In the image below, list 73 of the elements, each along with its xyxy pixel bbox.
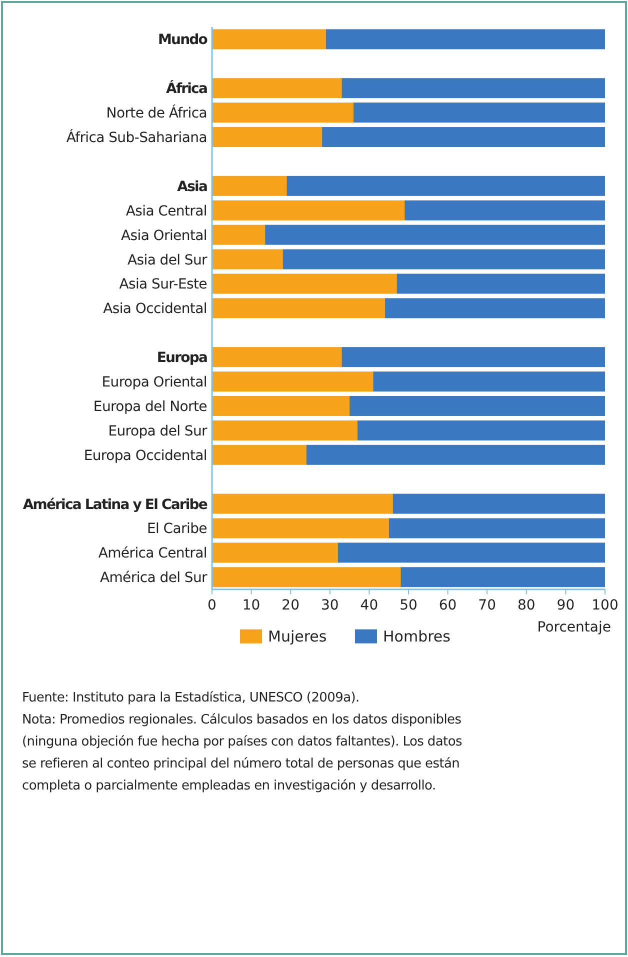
y-tick-label: Europa del Sur bbox=[108, 423, 208, 440]
bar bbox=[212, 274, 397, 294]
y-tick-label: África bbox=[166, 80, 208, 98]
bar bbox=[212, 444, 306, 465]
x-tick-label: 50 bbox=[400, 597, 418, 614]
bar bbox=[357, 420, 605, 440]
y-tick-label: América Central bbox=[98, 546, 207, 562]
bar bbox=[212, 176, 287, 196]
y-tick-label: América Latina y El Caribe bbox=[22, 496, 208, 513]
bar bbox=[212, 542, 338, 563]
bar bbox=[342, 347, 605, 368]
y-tick-label: Asia Sur-Este bbox=[119, 276, 207, 293]
bar bbox=[212, 127, 322, 148]
bar bbox=[306, 444, 605, 465]
bar bbox=[384, 298, 605, 318]
bar bbox=[212, 298, 385, 318]
bar bbox=[212, 224, 266, 245]
x-tick-label: 20 bbox=[282, 597, 300, 614]
x-tick-label: 10 bbox=[242, 597, 260, 614]
x-tick-label: 0 bbox=[208, 597, 216, 614]
x-tick-label: 30 bbox=[320, 597, 339, 614]
bar bbox=[212, 102, 354, 123]
bar bbox=[212, 372, 374, 392]
bar bbox=[326, 29, 605, 50]
bar bbox=[212, 567, 401, 588]
legend-label: Mujeres bbox=[268, 627, 327, 646]
x-tick-label: 100 bbox=[592, 597, 618, 614]
bar bbox=[282, 249, 605, 270]
bar bbox=[212, 29, 326, 50]
y-tick-label: Europa Occidental bbox=[84, 448, 207, 464]
bar bbox=[373, 372, 605, 392]
y-tick-label: Asia del Sur bbox=[127, 252, 208, 268]
y-tick-label: Asia Central bbox=[126, 203, 207, 220]
y-tick-label: El Caribe bbox=[147, 521, 207, 538]
bar bbox=[212, 420, 358, 440]
y-tick-label: Mundo bbox=[158, 32, 208, 48]
bar bbox=[353, 102, 605, 123]
y-tick-label: Asia bbox=[177, 178, 208, 195]
x-tick-label: 40 bbox=[360, 597, 378, 614]
bar bbox=[388, 518, 605, 538]
bar bbox=[342, 78, 605, 98]
x-axis-title: Porcentaje bbox=[537, 619, 611, 636]
bar bbox=[212, 78, 342, 98]
x-tick-label: 60 bbox=[438, 597, 457, 614]
bar bbox=[338, 542, 605, 563]
bar bbox=[212, 249, 283, 270]
y-tick-label: América del Sur bbox=[100, 570, 208, 586]
bar bbox=[400, 567, 605, 588]
bar bbox=[212, 200, 405, 220]
source-note: Fuente: Instituto para la Estadística, UNESCO (2009a). bbox=[22, 690, 360, 706]
bar bbox=[212, 396, 350, 416]
bar bbox=[212, 494, 393, 514]
y-tick-label: Asia Occidental bbox=[103, 301, 207, 318]
y-tick-label: Europa bbox=[156, 350, 208, 366]
bar bbox=[392, 494, 605, 514]
y-tick-label: Europa Oriental bbox=[102, 374, 207, 391]
x-tick-label: 90 bbox=[556, 597, 575, 614]
x-tick-label: 80 bbox=[517, 597, 536, 614]
bar bbox=[286, 176, 605, 196]
y-tick-label: Europa del Norte bbox=[93, 398, 207, 415]
bar bbox=[212, 518, 389, 538]
bar bbox=[396, 274, 605, 294]
bar bbox=[265, 224, 605, 245]
text: Nota: Promedios regionales. Cálculos basados en los datos disponibles (ninguna objeción fue hecha por países con datos faltantes). Los datos se refieren al conteo principal del número total de personas que están completa o parcialmente empleadas en investigación y desarrollo. bbox=[22, 712, 462, 794]
y-tick-label: África Sub-Sahariana bbox=[66, 129, 207, 146]
bar bbox=[212, 347, 342, 368]
y-tick-label: Asia Oriental bbox=[121, 228, 207, 244]
y-tick-label: Norte de África bbox=[106, 104, 207, 122]
bar bbox=[350, 396, 605, 416]
bar bbox=[322, 127, 605, 148]
bar bbox=[404, 200, 605, 220]
x-tick-label: 70 bbox=[478, 597, 496, 614]
legend-label: Hombres bbox=[383, 627, 451, 646]
